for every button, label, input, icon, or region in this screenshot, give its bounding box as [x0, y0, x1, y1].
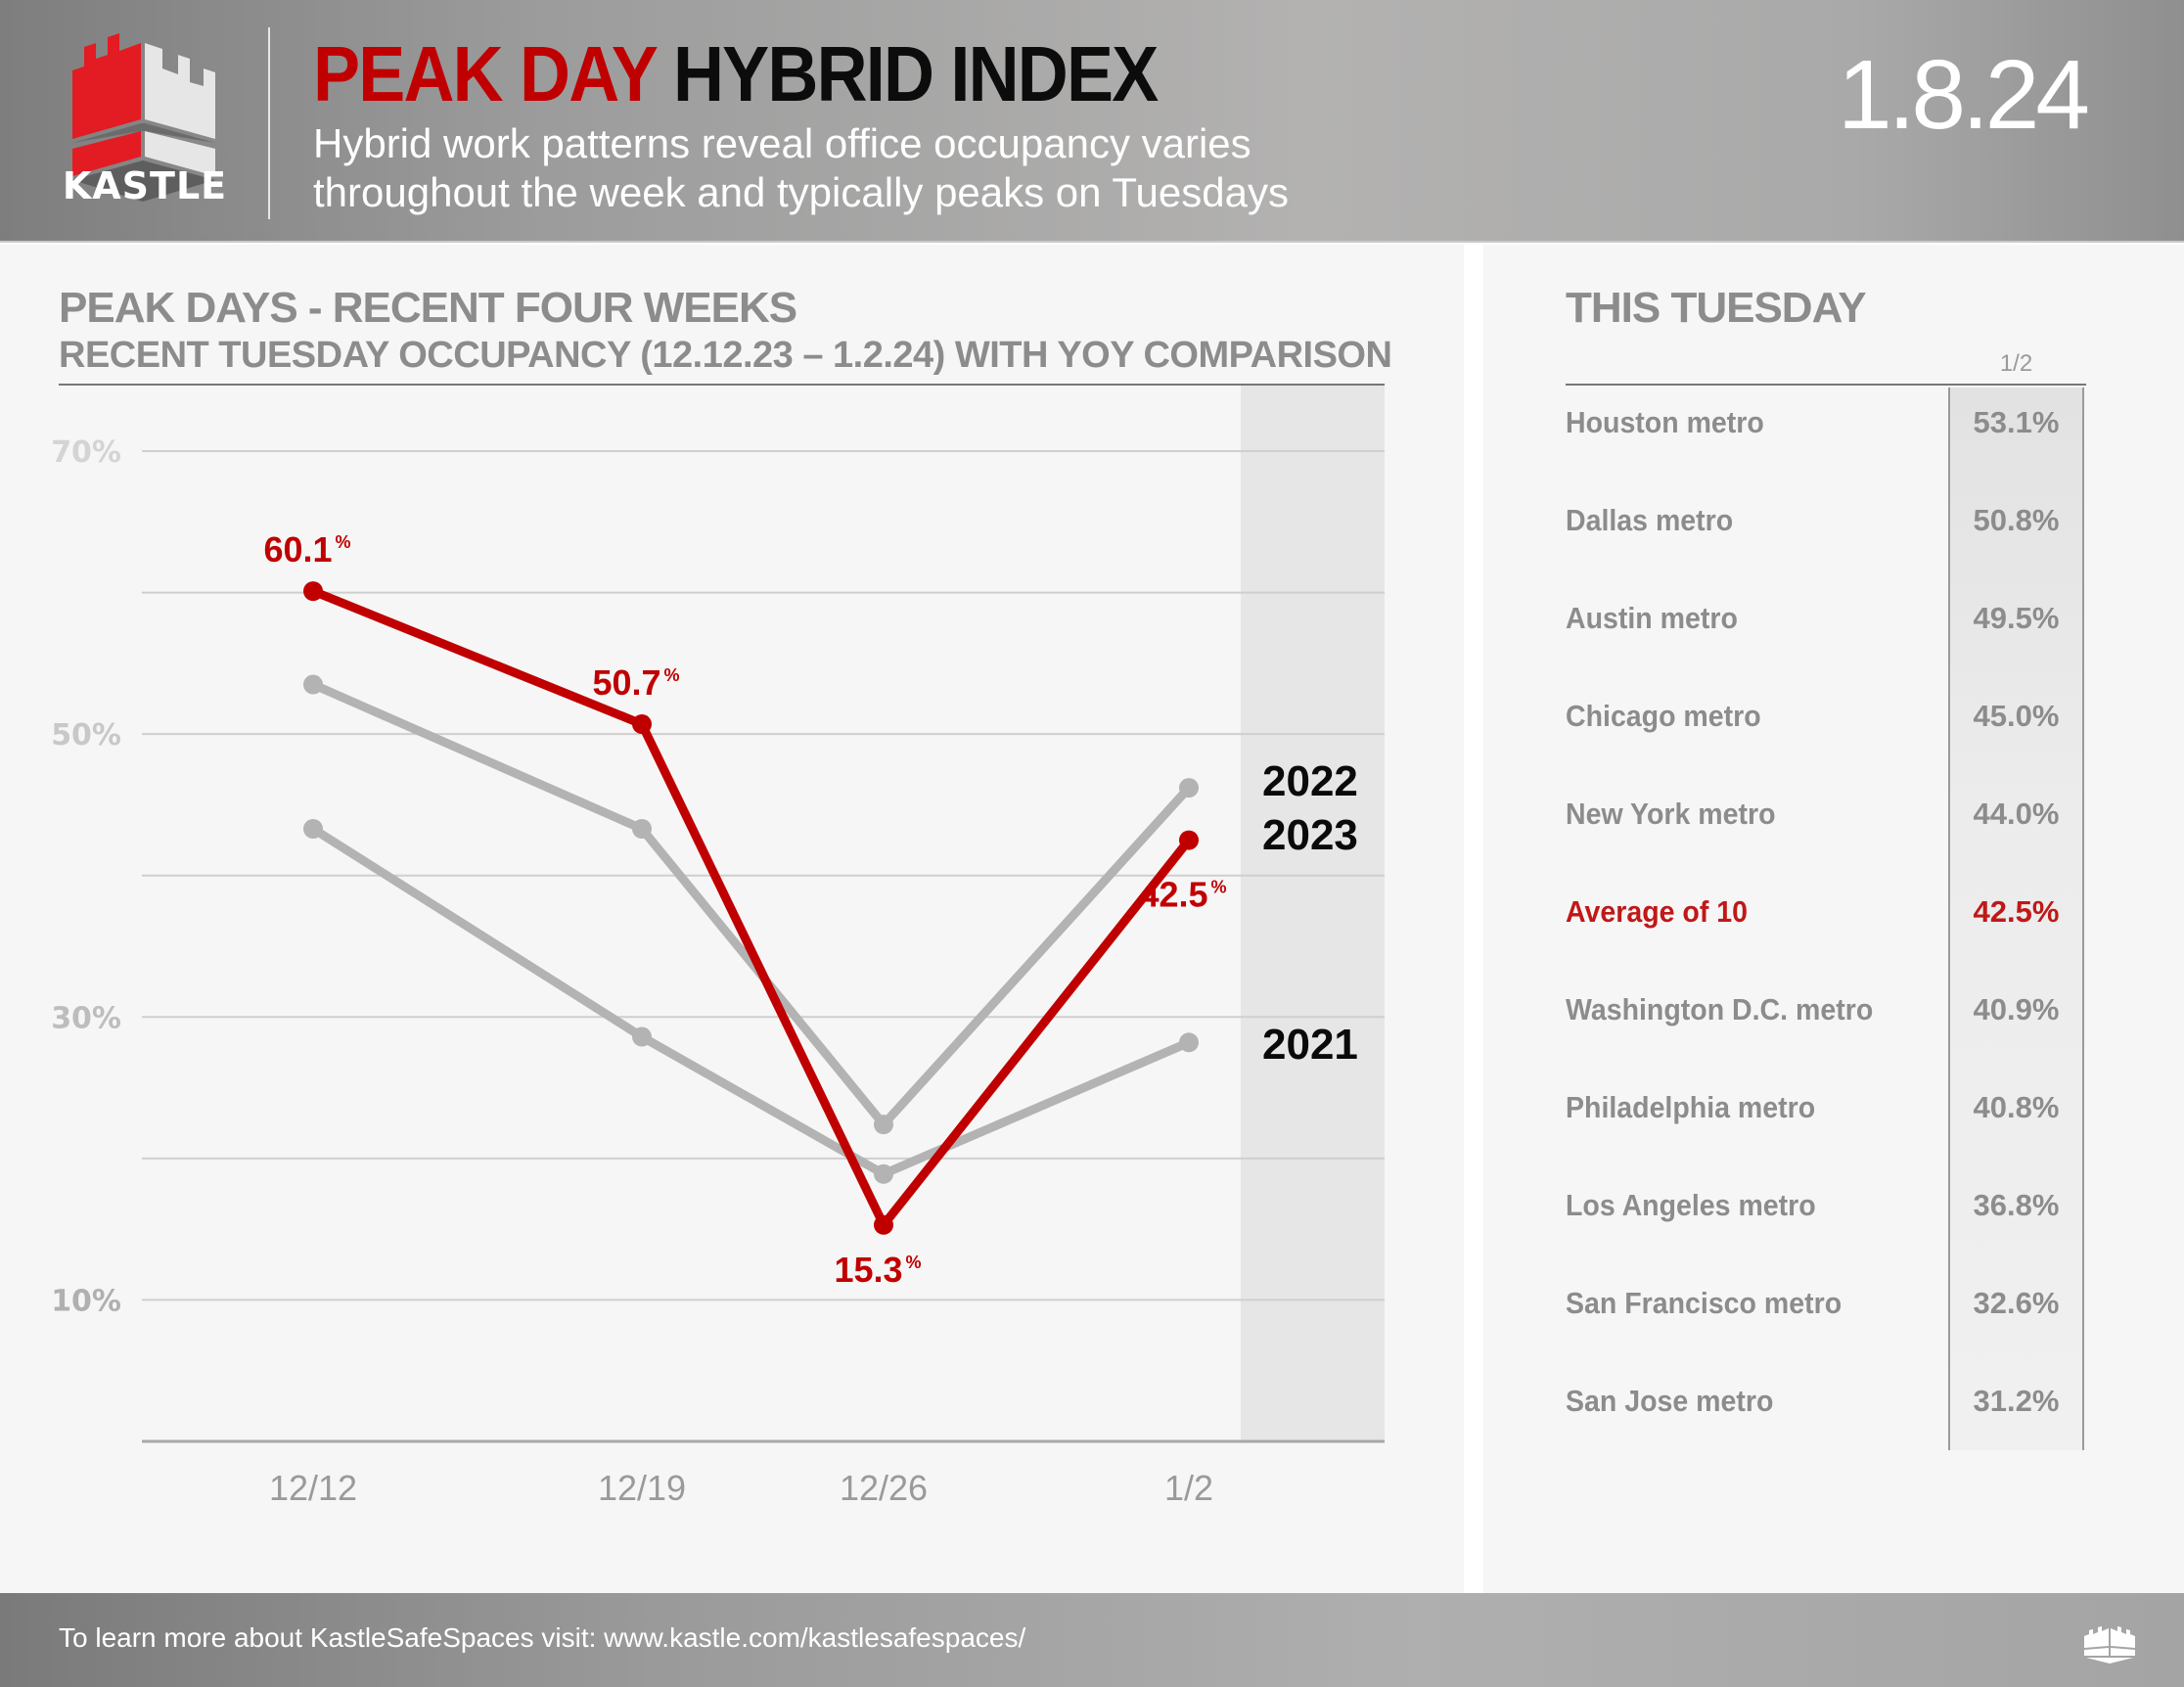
data-point-2022	[632, 819, 652, 840]
metro-value: 36.8%	[1973, 1188, 2060, 1222]
title-black: HYBRID INDEX	[672, 30, 1159, 117]
series-label-2023: 2023	[1262, 811, 1358, 859]
metro-name: New York metro	[1566, 797, 1776, 831]
table-row: New York metro 44.0%	[1566, 785, 2084, 844]
series-line-2022	[308, 680, 1194, 1129]
x-tick-label: 12/26	[840, 1468, 928, 1508]
table-row: Chicago metro 45.0%	[1566, 687, 2084, 746]
metro-name: Austin metro	[1566, 601, 1738, 635]
table-row: Washington D.C. metro 40.9%	[1566, 980, 2084, 1039]
data-label: 42.5%	[1139, 875, 1226, 915]
table-row: San Francisco metro 32.6%	[1566, 1274, 2084, 1333]
series-line-2021	[308, 824, 1194, 1179]
kastle-logo-icon	[72, 33, 215, 202]
series-label-2021: 2021	[1262, 1021, 1358, 1069]
y-tick-label: 50%	[51, 718, 121, 752]
chart-section-subtitle: RECENT TUESDAY OCCUPANCY (12.12.23 – 1.2…	[59, 335, 1392, 376]
report-date: 1.8.24	[1837, 40, 2090, 150]
table-section-title: THIS TUESDAY	[1566, 284, 1867, 332]
footer-text[interactable]: To learn more about KastleSafeSpaces vis…	[59, 1622, 1026, 1653]
table-row: San Jose metro 31.2%	[1566, 1372, 2084, 1431]
data-label-percent: %	[906, 1253, 922, 1272]
data-point-2023	[303, 581, 323, 602]
metro-value: 31.2%	[1973, 1384, 2060, 1418]
table-row: Los Angeles metro 36.8%	[1566, 1176, 2084, 1235]
highlight-band	[1241, 386, 1385, 1441]
metro-value: 32.6%	[1973, 1286, 2060, 1320]
series-label-2022: 2022	[1262, 757, 1358, 805]
metro-value: 40.9%	[1973, 992, 2060, 1026]
table-row: Philadelphia metro 40.8%	[1566, 1078, 2084, 1137]
metro-value: 53.1%	[1973, 405, 2060, 439]
gridlines	[142, 450, 1385, 1443]
data-point-2022	[874, 1115, 893, 1135]
y-tick-label: 70%	[51, 435, 121, 470]
title-red: PEAK DAY	[313, 30, 658, 117]
table-row: Houston metro 53.1%	[1566, 393, 2084, 452]
y-tick-label: 10%	[51, 1284, 121, 1318]
brand-wordmark: KASTLE	[62, 164, 228, 207]
data-point-2023	[1179, 830, 1199, 850]
metro-value: 40.8%	[1973, 1090, 2060, 1124]
chart-section-title: PEAK DAYS - RECENT FOUR WEEKS	[59, 284, 797, 332]
data-point-2023	[874, 1214, 893, 1235]
kastle-tower-icon	[2084, 1626, 2135, 1664]
data-label-percent: %	[336, 532, 351, 552]
header: KASTLE PEAK DAY HYBRID INDEX Hybrid work…	[0, 0, 2184, 243]
series-line-2023	[308, 586, 1194, 1230]
data-point-2022	[303, 674, 323, 695]
chart-top-rule	[59, 384, 1385, 386]
footer: To learn more about KastleSafeSpaces vis…	[0, 1593, 2184, 1687]
x-axis-ticks: 12/12 12/19 12/26 1/2	[269, 1468, 1213, 1508]
value-column-band	[1948, 388, 2084, 1450]
metro-name: Average of 10	[1566, 894, 1748, 929]
metro-name: Washington D.C. metro	[1566, 992, 1874, 1026]
data-label: 15.3%	[834, 1250, 921, 1290]
data-point-2023	[632, 714, 652, 735]
table-row: Austin metro 49.5%	[1566, 589, 2084, 648]
x-tick-label: 12/19	[598, 1468, 686, 1508]
metro-value: 50.8%	[1973, 503, 2060, 537]
data-point-2022	[1179, 778, 1199, 798]
subtitle-line-1: Hybrid work patterns reveal office occup…	[313, 120, 1251, 166]
metro-name: Chicago metro	[1566, 699, 1761, 733]
data-labels: 60.1 % 50.7 % 15.3 % 42.5%	[263, 529, 1226, 1290]
table-row: Dallas metro 50.8%	[1566, 491, 2084, 550]
metro-name: Dallas metro	[1566, 503, 1734, 537]
subtitle-line-2: throughout the week and typically peaks …	[313, 169, 1289, 215]
table-top-rule	[1566, 384, 2086, 386]
x-tick-label: 1/2	[1164, 1468, 1213, 1508]
metro-value: 49.5%	[1973, 601, 2060, 635]
page-title: PEAK DAY HYBRID INDEX	[313, 29, 1159, 119]
data-label: 60.1%	[263, 529, 350, 570]
metro-value: 45.0%	[1973, 699, 2060, 733]
data-label: 50.7%	[592, 662, 679, 703]
series-year-labels: 2022 2023 2021	[1262, 757, 1358, 1069]
data-label-percent: %	[664, 665, 680, 685]
y-tick-label: 30%	[51, 1001, 121, 1035]
y-axis-ticks: 10% 30% 50% 70%	[51, 435, 121, 1318]
metro-name: Philadelphia metro	[1566, 1090, 1816, 1124]
metro-name: Los Angeles metro	[1566, 1188, 1816, 1222]
metro-name: San Francisco metro	[1566, 1286, 1843, 1320]
series-lines	[303, 581, 1199, 1235]
metro-value: 42.5%	[1973, 894, 2060, 929]
metro-name: San Jose metro	[1566, 1384, 1774, 1418]
x-tick-label: 12/12	[269, 1468, 357, 1508]
data-point-2021	[632, 1026, 652, 1047]
data-point-2021	[1179, 1032, 1199, 1053]
table-row-average: Average of 10 42.5%	[1566, 883, 2084, 941]
page-subtitle: Hybrid work patterns reveal office occup…	[313, 119, 1487, 217]
data-label-percent: %	[1211, 878, 1227, 897]
data-point-2021	[874, 1163, 893, 1184]
table-column-header: 1/2	[1999, 350, 2033, 377]
metro-name: Houston metro	[1566, 405, 1764, 439]
data-point-2021	[303, 819, 323, 840]
header-divider	[268, 27, 270, 219]
metro-value: 44.0%	[1973, 797, 2060, 831]
